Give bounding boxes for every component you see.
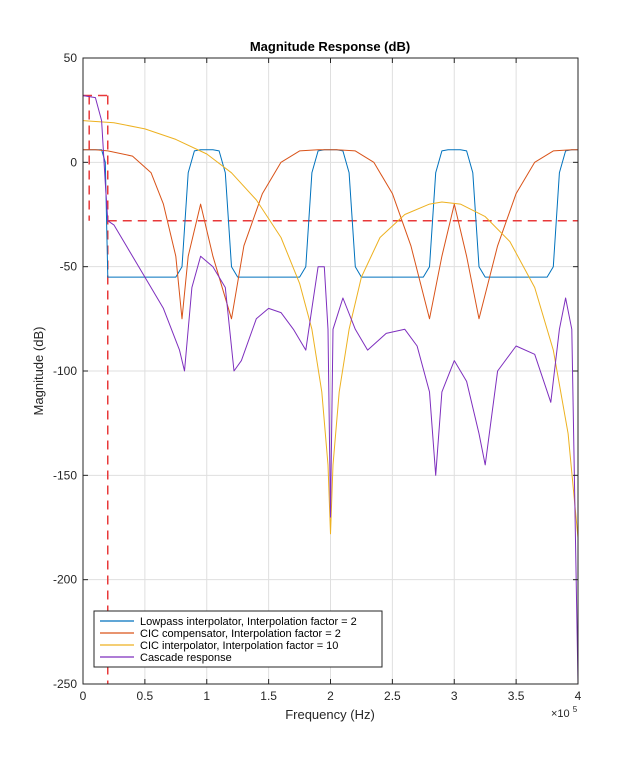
x-exponent-base: ×10 — [551, 708, 570, 720]
x-tick-label: 1 — [203, 689, 210, 703]
x-tick-label: 2 — [327, 689, 334, 703]
legend-entry: Lowpass interpolator, Interpolation fact… — [140, 616, 357, 628]
y-axis-label: Magnitude (dB) — [31, 327, 46, 416]
mask-lines — [83, 94, 578, 684]
legend: Lowpass interpolator, Interpolation fact… — [93, 610, 383, 668]
x-tick-label: 1.5 — [260, 689, 277, 703]
series-line-2 — [83, 149, 578, 320]
x-tick-label: 3 — [451, 689, 458, 703]
y-tick-label: 50 — [64, 51, 78, 65]
y-tick-label: 0 — [70, 155, 77, 169]
y-tick-label: -50 — [60, 260, 78, 274]
axis-ticks: 0 0.5 1 1.5 2 2.5 3 3.5 4 -250 -200 -150 -100 -50 0 50 — [53, 51, 582, 703]
x-exponent-power: 5 — [573, 705, 578, 714]
x-axis-label: Frequency (Hz) — [285, 707, 375, 722]
x-tick-label: 2.5 — [384, 689, 401, 703]
x-exponent-label: ×10 5 — [551, 705, 578, 720]
legend-entry: Cascade response — [140, 652, 232, 664]
x-tick-label: 0 — [80, 689, 87, 703]
legend-entry: CIC interpolator, Interpolation factor =… — [140, 640, 338, 652]
series-lines — [82, 95, 579, 685]
x-tick-label: 3.5 — [508, 689, 525, 703]
y-tick-label: -200 — [53, 573, 77, 587]
x-tick-label: 4 — [575, 689, 582, 703]
grid-lines — [83, 58, 578, 684]
legend-box — [93, 610, 383, 668]
series-line-4 — [82, 95, 579, 685]
chart-title: Magnitude Response (dB) — [250, 39, 410, 54]
y-tick-label: -100 — [53, 364, 77, 378]
x-tick-label: 0.5 — [137, 689, 154, 703]
y-tick-label: -150 — [53, 468, 77, 482]
series-line-3 — [82, 120, 579, 538]
legend-entry: CIC compensator, Interpolation factor = … — [140, 628, 341, 640]
y-tick-label: -250 — [53, 677, 77, 691]
